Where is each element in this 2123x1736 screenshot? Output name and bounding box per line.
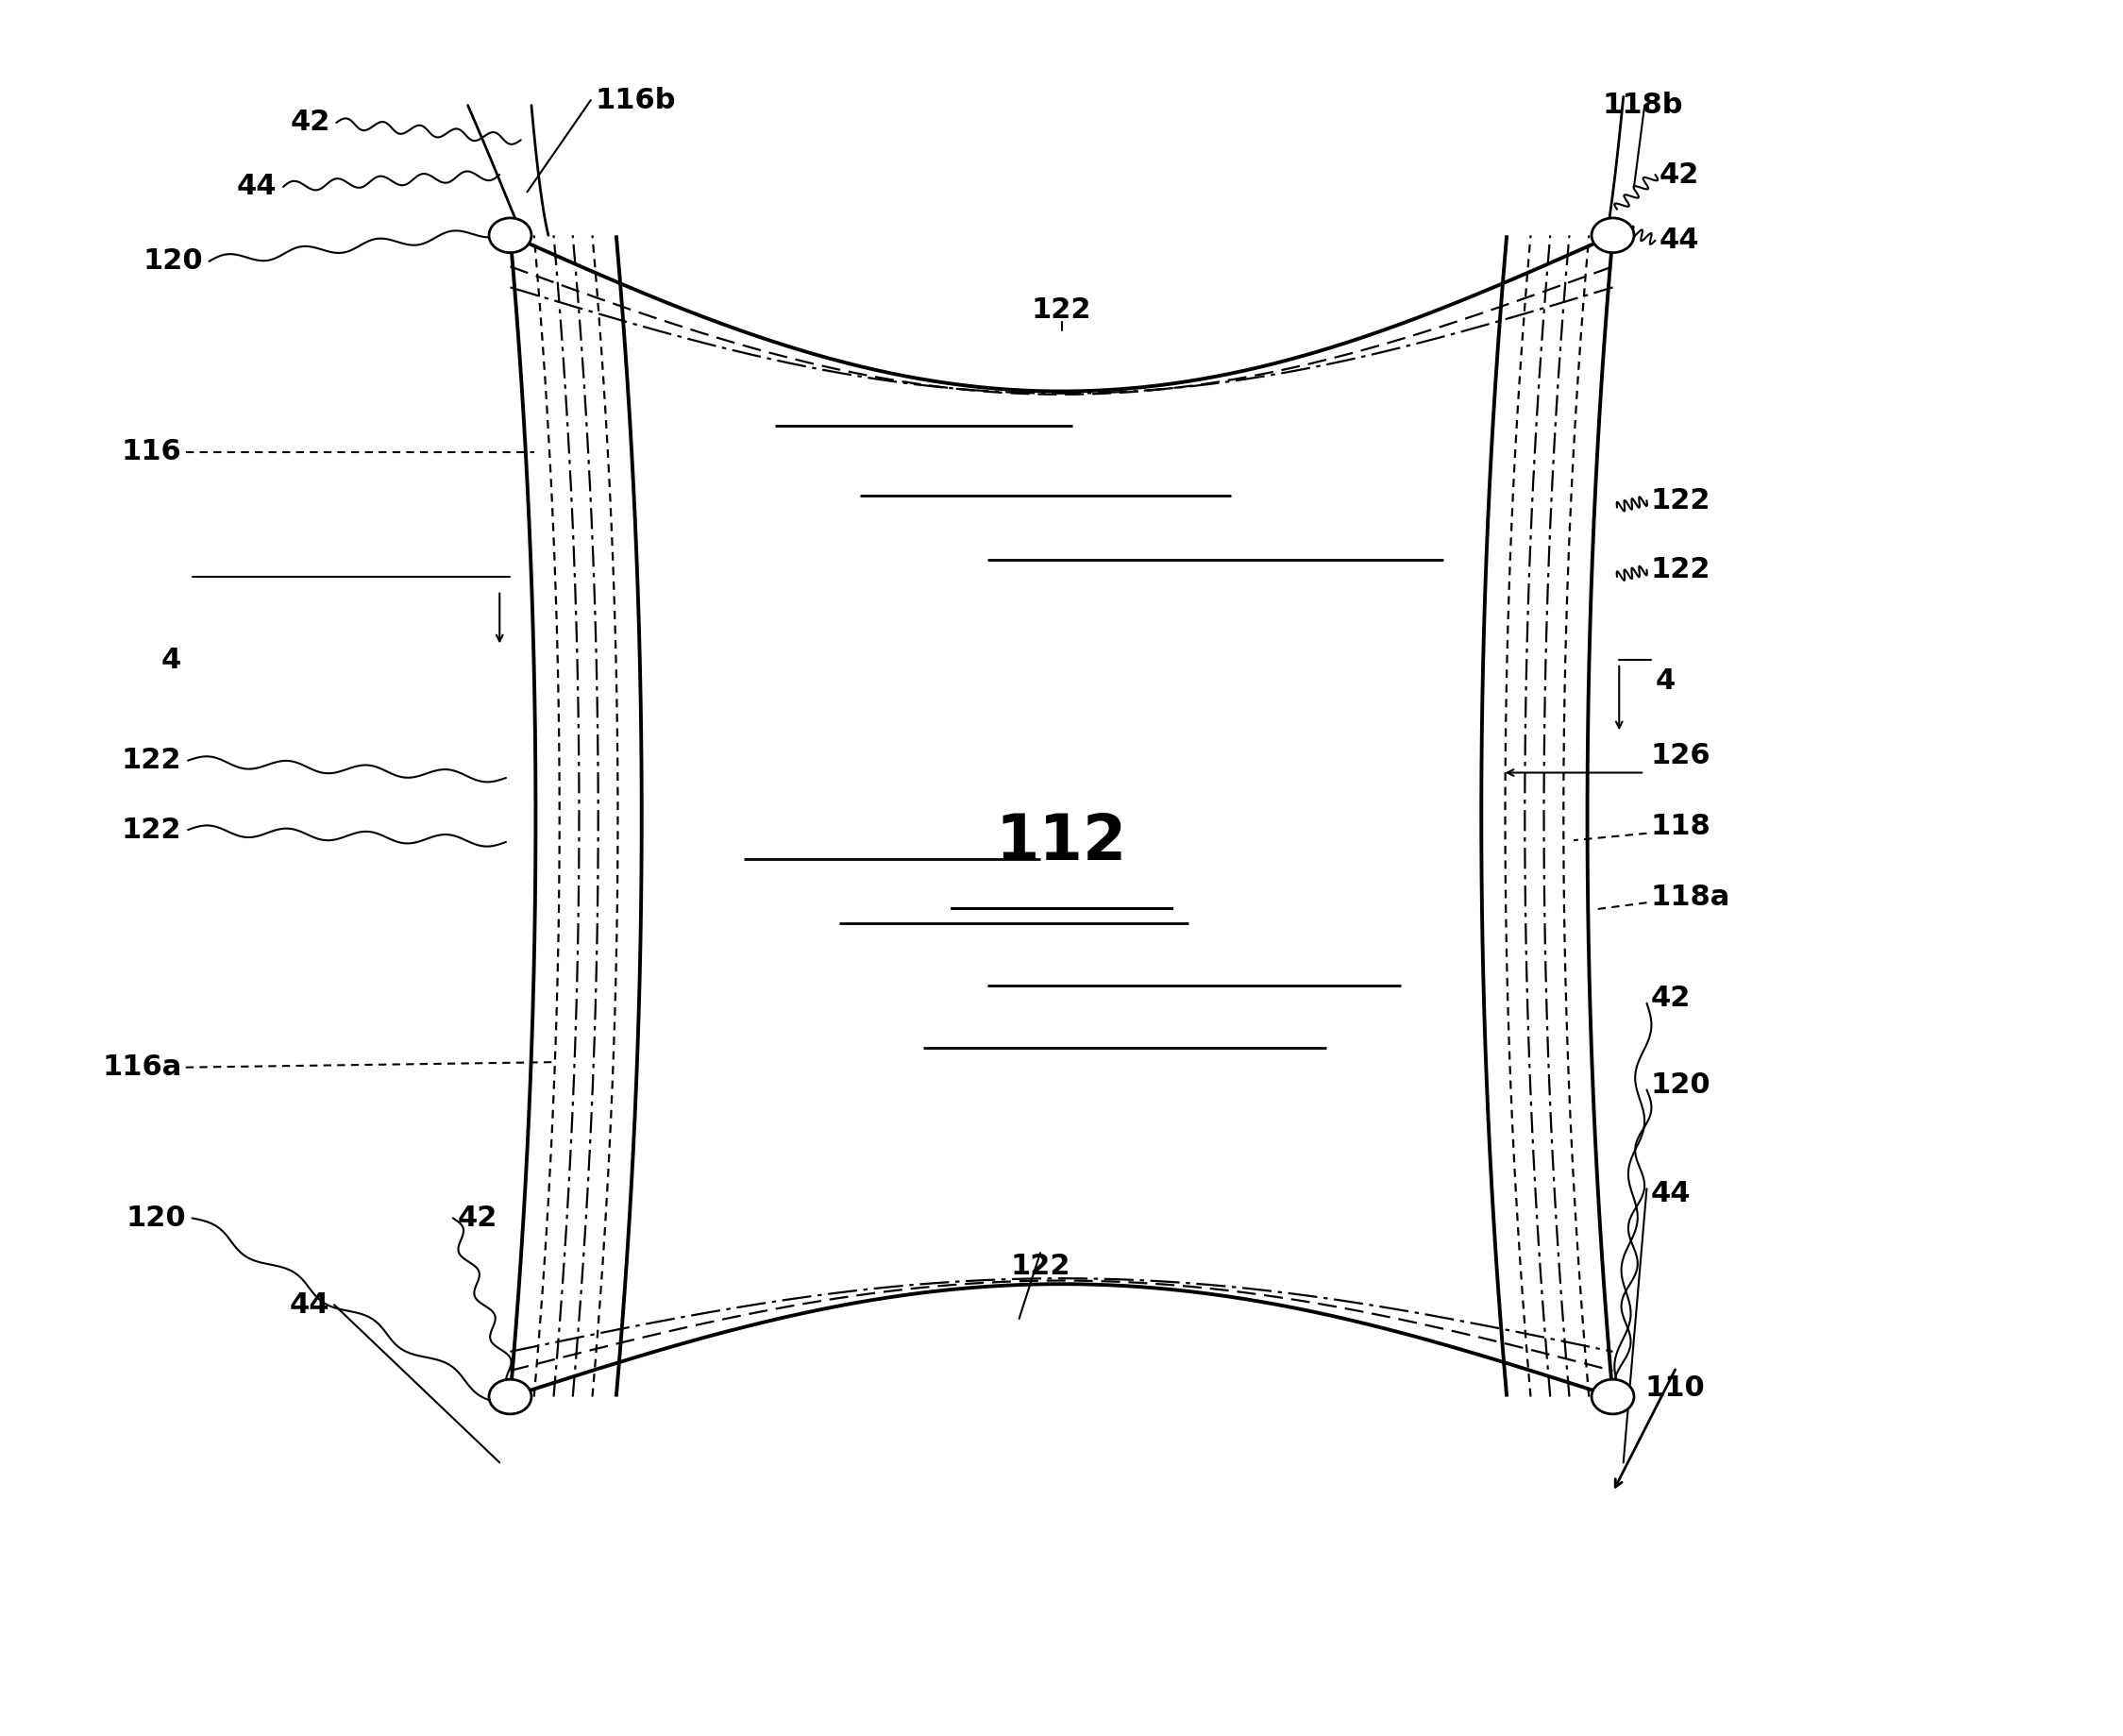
Text: 122: 122	[121, 816, 183, 844]
Text: 4: 4	[161, 646, 183, 674]
Text: 116a: 116a	[102, 1054, 183, 1082]
Text: 42: 42	[1660, 161, 1698, 187]
Text: 120: 120	[142, 248, 204, 274]
Text: 42: 42	[291, 109, 329, 137]
Text: 112: 112	[996, 811, 1127, 873]
Text: 122: 122	[1011, 1253, 1070, 1281]
Text: 44: 44	[1660, 227, 1701, 253]
Text: 122: 122	[121, 746, 183, 774]
Text: 120: 120	[125, 1205, 187, 1233]
Circle shape	[1592, 219, 1635, 253]
Circle shape	[1592, 1380, 1635, 1415]
Text: 122: 122	[1652, 486, 1711, 514]
Text: 116b: 116b	[594, 87, 675, 115]
Text: 42: 42	[1652, 984, 1690, 1012]
Text: 126: 126	[1652, 741, 1711, 769]
Text: 4: 4	[1656, 667, 1675, 694]
Circle shape	[488, 219, 531, 253]
Text: 110: 110	[1645, 1375, 1705, 1401]
Text: 122: 122	[1032, 297, 1091, 323]
Text: 44: 44	[238, 174, 276, 200]
Text: 42: 42	[456, 1205, 497, 1233]
Text: 44: 44	[291, 1292, 329, 1319]
Text: 118b: 118b	[1603, 92, 1684, 120]
Text: 122: 122	[1652, 556, 1711, 583]
Circle shape	[488, 1380, 531, 1415]
Text: 118: 118	[1652, 812, 1711, 840]
Text: 116: 116	[121, 437, 183, 465]
Text: 120: 120	[1652, 1071, 1711, 1099]
Text: 118a: 118a	[1652, 884, 1730, 911]
Text: 44: 44	[1652, 1180, 1692, 1208]
